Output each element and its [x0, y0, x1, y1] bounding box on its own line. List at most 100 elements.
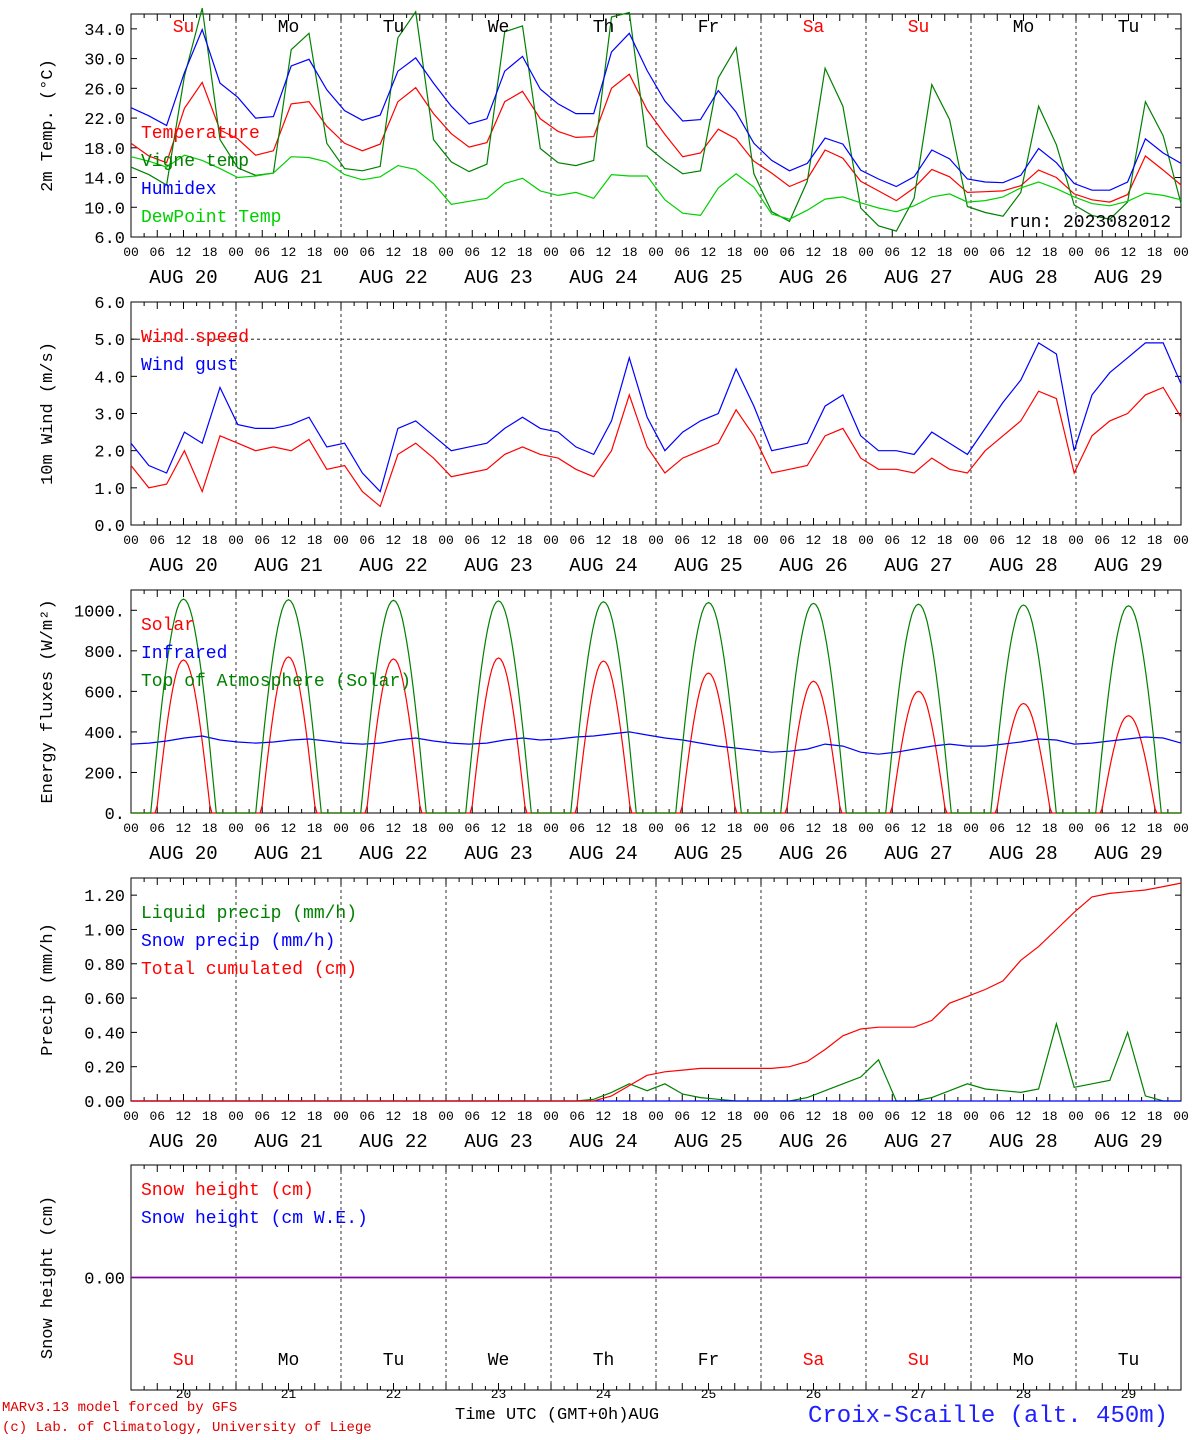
panel-4: 0.00 0.20 0.40 0.60 0.80 1.00 1.20 Precip (mm/h…	[39, 877, 1189, 1153]
hour-label: 18	[1042, 533, 1058, 548]
hour-label: 00	[753, 245, 769, 260]
day-label: AUG 24	[569, 843, 637, 865]
hour-label: 06	[1094, 245, 1110, 260]
hour-label: 18	[1042, 245, 1058, 260]
hour-label: 00	[123, 533, 139, 548]
hour-label: 12	[176, 821, 192, 836]
x-axis-title: Time UTC (GMT+0h)AUG	[455, 1406, 660, 1425]
hour-label: 12	[491, 821, 507, 836]
hour-label: 00	[963, 821, 979, 836]
day-label: AUG 29	[1094, 555, 1162, 577]
day-label: AUG 23	[464, 267, 532, 289]
hour-label: 18	[412, 245, 428, 260]
hour-label: 06	[779, 245, 795, 260]
plot-frame	[130, 301, 1182, 526]
day-label: AUG 25	[674, 267, 742, 289]
y-tick-label: 3.0	[94, 407, 125, 426]
y-axis-title: Snow height (cm)	[39, 1196, 58, 1359]
hour-label: 00	[438, 245, 454, 260]
hour-label: 06	[569, 1109, 585, 1124]
hour-label: 18	[202, 1109, 218, 1124]
y-tick-label: 1.20	[84, 888, 125, 907]
hour-label: 00	[648, 245, 664, 260]
day-label: AUG 28	[989, 555, 1057, 577]
y-tick-label: 30.0	[84, 52, 125, 71]
series-line	[130, 386, 1182, 508]
day-label: AUG 28	[989, 843, 1057, 865]
hour-label: 00	[228, 533, 244, 548]
hour-label: 00	[228, 821, 244, 836]
legend-entry: Humidex	[141, 180, 217, 200]
hour-label: 12	[1121, 533, 1137, 548]
hour-label: 18	[307, 245, 323, 260]
day-number: 28	[1016, 1387, 1032, 1400]
hour-label: 06	[359, 245, 375, 260]
hour-label: 00	[858, 533, 874, 548]
hour-label: 06	[779, 821, 795, 836]
day-label: AUG 28	[989, 267, 1057, 289]
hour-label: 00	[1173, 821, 1189, 836]
hour-label: 00	[963, 533, 979, 548]
day-name: Tu	[383, 1351, 405, 1371]
day-label: AUG 20	[149, 1131, 217, 1153]
hour-label: 00	[438, 1109, 454, 1124]
hour-label: 12	[596, 533, 612, 548]
hour-label: 00	[963, 245, 979, 260]
day-label: AUG 27	[884, 843, 952, 865]
hour-label: 12	[1016, 245, 1032, 260]
series-line	[130, 73, 1182, 203]
day-label: AUG 29	[1094, 843, 1162, 865]
hour-label: 00	[1068, 821, 1084, 836]
hour-label: 18	[517, 1109, 533, 1124]
lab-credit: (c) Lab. of Climatology, University of L…	[2, 1420, 372, 1436]
hour-label: 00	[858, 1109, 874, 1124]
hour-label: 12	[386, 821, 402, 836]
hour-label: 06	[359, 821, 375, 836]
day-label: AUG 25	[674, 843, 742, 865]
hour-label: 12	[386, 533, 402, 548]
hour-label: 00	[543, 1109, 559, 1124]
legend-entry: Top of Atmosphere (Solar)	[141, 672, 411, 692]
hour-label: 12	[281, 1109, 297, 1124]
run-label: run: 2023082012	[1009, 213, 1171, 233]
hour-label: 12	[386, 245, 402, 260]
day-label: AUG 26	[779, 555, 847, 577]
day-name: We	[488, 1351, 510, 1371]
hour-label: 18	[622, 821, 638, 836]
day-label: AUG 27	[884, 1131, 952, 1153]
y-tick-label: 4.0	[94, 369, 125, 388]
day-number: 25	[701, 1387, 717, 1400]
hour-label: 06	[674, 245, 690, 260]
day-name: Tu	[1118, 1351, 1140, 1371]
y-tick-label: 800.	[84, 644, 125, 663]
legend-entry: Liquid precip (mm/h)	[141, 904, 357, 924]
station-name: Croix-Scaille (alt. 450m)	[808, 1403, 1169, 1430]
hour-label: 00	[333, 821, 349, 836]
hour-label: 12	[596, 1109, 612, 1124]
day-number: 23	[491, 1387, 507, 1400]
hour-label: 06	[884, 245, 900, 260]
y-axis-title: Energy fluxes (W/m²)	[39, 599, 58, 803]
hour-label: 12	[911, 245, 927, 260]
hour-label: 00	[858, 245, 874, 260]
hour-label: 00	[333, 533, 349, 548]
hour-label: 12	[911, 1109, 927, 1124]
day-name: Mo	[1013, 18, 1035, 38]
panel-1: 6.0 10.0 14.0 18.0 22.0 26.0 30.0 34.0 2m Temp. …	[39, 7, 1189, 289]
hour-label: 00	[648, 533, 664, 548]
day-label: AUG 23	[464, 843, 532, 865]
y-tick-label: 200.	[84, 765, 125, 784]
hour-label: 00	[438, 533, 454, 548]
hour-label: 12	[806, 533, 822, 548]
hour-label: 00	[963, 1109, 979, 1124]
day-label: AUG 21	[254, 555, 322, 577]
hour-label: 06	[464, 245, 480, 260]
hour-label: 12	[701, 533, 717, 548]
day-name: Th	[593, 18, 615, 38]
series-line	[131, 598, 1181, 814]
hour-label: 12	[176, 1109, 192, 1124]
day-name: Su	[173, 18, 195, 38]
day-number: 20	[176, 1387, 192, 1400]
y-tick-label: 0.00	[84, 1271, 125, 1290]
hour-label: 12	[491, 533, 507, 548]
